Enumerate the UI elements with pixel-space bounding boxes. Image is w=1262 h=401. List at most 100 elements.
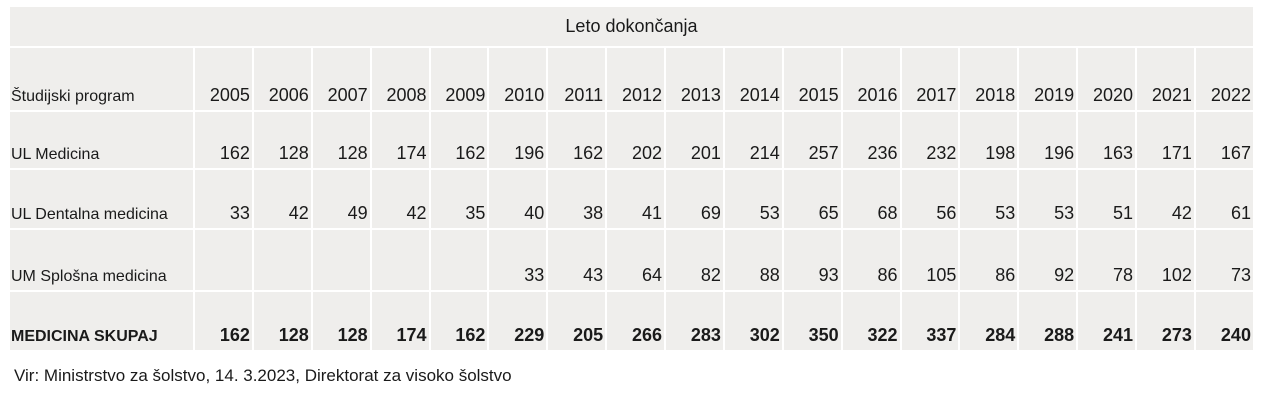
row-label: UM Splošna medicina (8, 228, 195, 292)
cell-value: 198 (958, 110, 1020, 170)
column-header: 2022 (1193, 46, 1255, 112)
cell-value: 65 (781, 168, 843, 230)
cell-value: 53 (958, 168, 1020, 230)
cell-value: 88 (722, 228, 784, 292)
cell-value: 229 (487, 290, 549, 352)
cell-value: 86 (840, 228, 902, 292)
cell-value: 53 (1017, 168, 1079, 230)
cell-value: 93 (781, 228, 843, 292)
column-header: 2007 (310, 46, 372, 112)
cell-value: 196 (487, 110, 549, 170)
cell-value: 322 (840, 290, 902, 352)
cell-value: 196 (1017, 110, 1079, 170)
cell-value: 174 (369, 110, 431, 170)
column-header: 2009 (428, 46, 490, 112)
column-header: 2012 (605, 46, 666, 112)
cell-value: 128 (310, 110, 372, 170)
cell-value: 284 (958, 290, 1020, 352)
cell-value: 273 (1135, 290, 1196, 352)
row-label: UL Medicina (8, 110, 195, 170)
table-title: Leto dokončanja (8, 5, 1255, 48)
cell-value (369, 228, 431, 292)
cell-value: 214 (722, 110, 784, 170)
cell-value: 42 (369, 168, 431, 230)
column-header: 2011 (546, 46, 608, 112)
column-header: 2010 (487, 46, 549, 112)
cell-value: 162 (193, 290, 254, 352)
cell-value: 53 (722, 168, 784, 230)
cell-value: 33 (487, 228, 549, 292)
cell-value: 49 (310, 168, 372, 230)
cell-value: 236 (840, 110, 902, 170)
cell-value: 35 (428, 168, 490, 230)
cell-value (193, 228, 254, 292)
row-label: UL Dentalna medicina (8, 168, 195, 230)
cell-value (251, 228, 313, 292)
cell-value: 202 (605, 110, 666, 170)
cell-value: 171 (1135, 110, 1196, 170)
table-row: UL Medicina 162 128 128 174 162 196 162 202 201 21… (8, 110, 1255, 170)
cell-value: 241 (1076, 290, 1137, 352)
cell-value: 162 (193, 110, 254, 170)
cell-value: 288 (1017, 290, 1079, 352)
cell-value: 162 (428, 110, 490, 170)
cell-value: 73 (1193, 228, 1255, 292)
cell-value: 41 (605, 168, 666, 230)
cell-value: 64 (605, 228, 666, 292)
cell-value: 266 (605, 290, 666, 352)
cell-value: 162 (428, 290, 490, 352)
column-header: 2008 (369, 46, 431, 112)
cell-value: 61 (1193, 168, 1255, 230)
cell-value: 232 (899, 110, 961, 170)
cell-value: 86 (958, 228, 1020, 292)
cell-value: 257 (781, 110, 843, 170)
column-header: 2014 (722, 46, 784, 112)
cell-value: 56 (899, 168, 961, 230)
column-header: 2016 (840, 46, 902, 112)
cell-value: 38 (546, 168, 608, 230)
cell-value: 174 (369, 290, 431, 352)
cell-value: 82 (664, 228, 725, 292)
cell-value: 167 (1193, 110, 1255, 170)
column-header: 2006 (251, 46, 313, 112)
cell-value: 283 (664, 290, 725, 352)
cell-value: 42 (1135, 168, 1196, 230)
cell-value: 69 (664, 168, 725, 230)
cell-value: 163 (1076, 110, 1137, 170)
cell-value: 68 (840, 168, 902, 230)
cell-value: 42 (251, 168, 313, 230)
cell-value: 51 (1076, 168, 1137, 230)
column-header: 2020 (1076, 46, 1137, 112)
table-row: Leto dokončanja (8, 5, 1255, 48)
cell-value (428, 228, 490, 292)
column-header: 2015 (781, 46, 843, 112)
row-label: MEDICINA SKUPAJ (8, 290, 195, 352)
cell-value: 105 (899, 228, 961, 292)
cell-value: 33 (193, 168, 254, 230)
cell-value: 302 (722, 290, 784, 352)
source-note: Vir: Ministrstvo za šolstvo, 14. 3.2023,… (14, 366, 512, 385)
table-row: UL Dentalna medicina 33 42 49 42 35 40 38 41 69 53… (8, 168, 1255, 230)
column-header: 2019 (1017, 46, 1079, 112)
column-header: Študijski program (8, 46, 195, 112)
cell-value: 78 (1076, 228, 1137, 292)
cell-value: 240 (1193, 290, 1255, 352)
cell-value: 350 (781, 290, 843, 352)
column-header: 2018 (958, 46, 1020, 112)
cell-value: 128 (310, 290, 372, 352)
cell-value: 92 (1017, 228, 1079, 292)
table-row: UM Splošna medicina 33 43 64 82 88 93 86 105 86 92… (8, 228, 1255, 292)
cell-value: 102 (1135, 228, 1196, 292)
cell-value: 128 (251, 110, 313, 170)
cell-value: 43 (546, 228, 608, 292)
data-table: Leto dokončanja Študijski program 2005 2006… (8, 5, 1255, 352)
cell-value: 201 (664, 110, 725, 170)
cell-value (310, 228, 372, 292)
cell-value: 40 (487, 168, 549, 230)
column-header: 2005 (193, 46, 254, 112)
cell-value: 128 (251, 290, 313, 352)
cell-value: 337 (899, 290, 961, 352)
column-header: 2021 (1135, 46, 1196, 112)
table-row: MEDICINA SKUPAJ 162 128 128 174 162 229 205 266 2… (8, 290, 1255, 352)
